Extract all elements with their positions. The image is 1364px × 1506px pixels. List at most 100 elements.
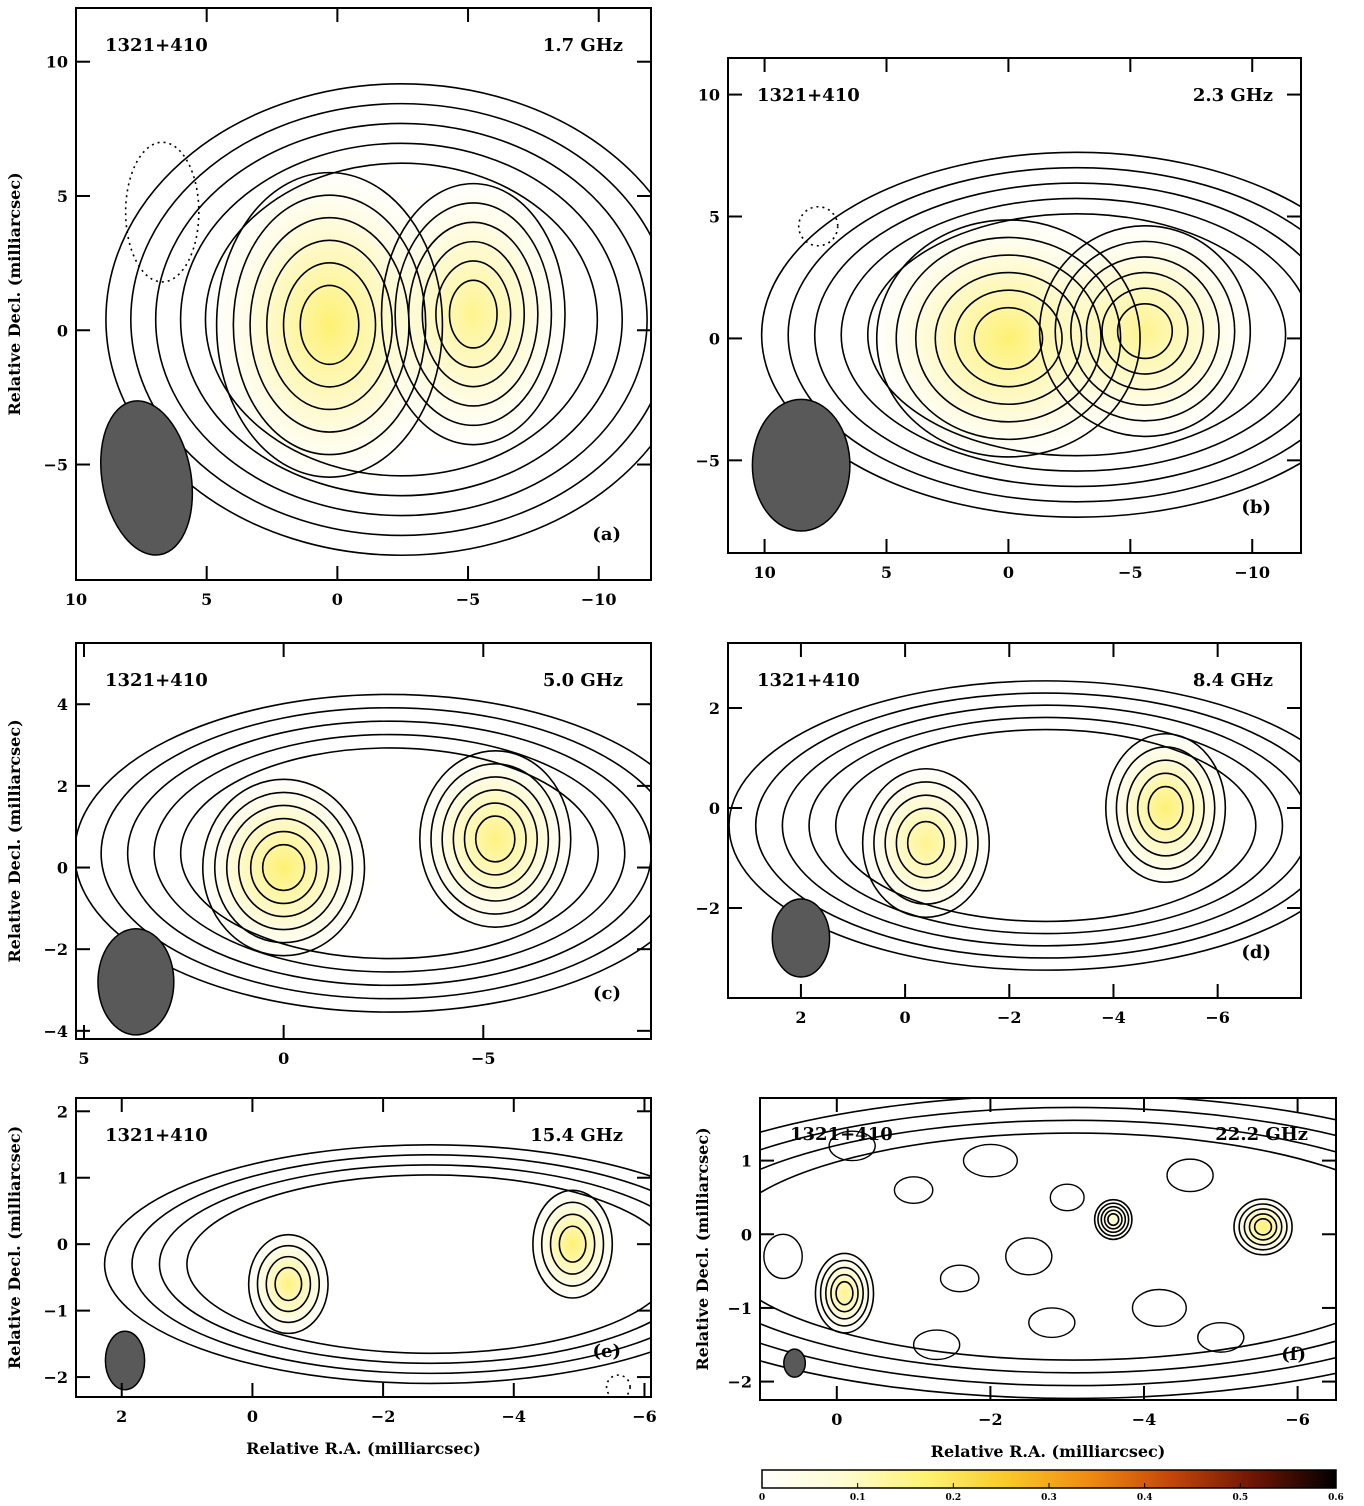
contour-line — [100, 707, 651, 1000]
beam-ellipse — [783, 1348, 807, 1378]
x-tick-label: 0 — [831, 1410, 842, 1429]
panel-label: (a) — [592, 524, 621, 545]
y-axis-label: Relative Decl. (milliarcsec) — [5, 719, 24, 962]
contour-line — [813, 182, 1301, 488]
y-tick-label: 10 — [698, 86, 720, 105]
y-tick-label: 0 — [57, 321, 68, 340]
y-tick-label: −1 — [727, 1299, 752, 1318]
x-tick-label: 5 — [881, 563, 892, 582]
plot-frame — [75, 1097, 652, 1398]
noise-contour — [1028, 1307, 1076, 1339]
contour-line — [914, 254, 1102, 423]
contour-line — [1104, 732, 1227, 884]
contour-line — [130, 102, 651, 537]
x-tick-label: −5 — [1118, 563, 1143, 582]
noise-contour — [1197, 1321, 1245, 1353]
emission-component — [364, 159, 582, 469]
contour-line — [131, 1154, 651, 1375]
contour-line — [256, 1244, 321, 1324]
contour-line — [179, 142, 624, 497]
frequency-label: 5.0 GHz — [543, 670, 623, 691]
emission-component — [850, 755, 1001, 931]
x-tick-label: 10 — [65, 590, 87, 609]
y-tick-label: 2 — [57, 1102, 68, 1121]
x-tick-label: −4 — [502, 1407, 527, 1426]
noise-contour — [893, 1176, 934, 1205]
x-tick-label: −6 — [1205, 1008, 1230, 1027]
x-axis-label: Relative R.A. (milliarcsec) — [931, 1442, 1166, 1461]
contour-line — [1253, 1218, 1273, 1236]
panel-label: (f) — [1281, 1344, 1306, 1365]
x-tick-label: −2 — [997, 1008, 1022, 1027]
contour-line — [861, 767, 991, 919]
contour-line — [274, 1266, 303, 1302]
contour-line — [186, 1174, 651, 1355]
contour-line — [834, 728, 1257, 923]
contour-line — [1038, 224, 1252, 438]
contour-line — [1100, 1205, 1127, 1234]
plot-frame — [727, 57, 1302, 554]
x-tick-label: −2 — [978, 1410, 1003, 1429]
y-tick-label: −2 — [695, 899, 720, 918]
colorbar-tick-label: 0.2 — [945, 1493, 961, 1503]
contour-line — [808, 716, 1284, 935]
contour-line — [247, 1233, 329, 1335]
contour-line — [728, 680, 1301, 971]
y-tick-label: 5 — [709, 207, 720, 226]
contour-line — [201, 778, 366, 957]
y-tick-label: 2 — [709, 699, 720, 718]
plot-frame — [75, 7, 652, 581]
noise-contour — [939, 1264, 980, 1293]
contour-line — [558, 1225, 587, 1263]
frequency-label: 1.7 GHz — [543, 35, 623, 56]
contour-line — [840, 197, 1301, 472]
contour-line — [282, 262, 377, 388]
y-tick-label: −2 — [43, 1368, 68, 1387]
y-tick-label: −1 — [43, 1302, 68, 1321]
contour-line — [754, 692, 1301, 959]
contour-line — [1107, 1212, 1120, 1227]
y-tick-label: −5 — [695, 451, 720, 470]
x-tick-label: −2 — [371, 1407, 396, 1426]
x-tick-label: −4 — [1132, 1410, 1157, 1429]
y-tick-label: −4 — [43, 1022, 68, 1041]
y-axis-label: Relative Decl. (milliarcsec) — [5, 1126, 24, 1369]
emission-component — [241, 1225, 336, 1343]
contour-line — [1054, 240, 1236, 422]
x-tick-label: −4 — [1101, 1008, 1126, 1027]
x-tick-label: −6 — [1285, 1410, 1310, 1429]
contour-line — [884, 794, 968, 892]
contour-line — [532, 1189, 614, 1299]
y-tick-label: −2 — [43, 940, 68, 959]
contour-line — [1248, 1213, 1278, 1241]
contour-line — [153, 733, 626, 973]
contour-line — [873, 781, 979, 905]
negative-contour — [605, 1374, 631, 1397]
y-tick-label: 5 — [57, 187, 68, 206]
x-axis-label: Relative R.A. (milliarcsec) — [246, 1439, 481, 1458]
y-tick-label: 0 — [57, 859, 68, 878]
contour-line — [103, 1144, 651, 1385]
contour-line — [835, 1280, 854, 1306]
contour-line — [237, 817, 330, 918]
plot-area — [76, 643, 651, 1039]
panel-label: (b) — [1241, 497, 1271, 518]
contour-line — [875, 219, 1141, 458]
plot-area — [760, 1098, 1336, 1400]
contour-line — [421, 240, 526, 388]
source-name: 1321+410 — [757, 670, 860, 691]
contour-line — [830, 1273, 859, 1313]
y-tick-label: 2 — [57, 777, 68, 796]
y-tick-label: −5 — [43, 456, 68, 475]
x-tick-label: 0 — [247, 1407, 258, 1426]
panel-a: 10 5 0 −5 −10 10 5 0 −5 1321+410 1.7 GHz (a) Relativ… — [5, 7, 652, 609]
beam-ellipse — [771, 898, 831, 978]
contour-line — [452, 789, 538, 889]
x-tick-label: −10 — [581, 590, 617, 609]
contour-line — [1243, 1208, 1283, 1246]
contour-line — [1233, 1198, 1293, 1256]
contour-line — [781, 704, 1301, 947]
contour-line — [1070, 256, 1220, 407]
contour-line — [953, 289, 1063, 388]
contour-line — [819, 1259, 870, 1327]
